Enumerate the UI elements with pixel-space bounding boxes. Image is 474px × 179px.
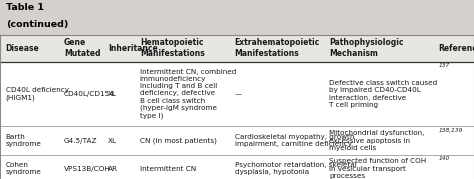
Text: Table 1: Table 1 [6,3,44,12]
Text: Inheritance: Inheritance [108,44,158,53]
Text: Cardioskeletal myopathy, growth
impairment, carnitine deficiency: Cardioskeletal myopathy, growth impairme… [235,134,354,147]
Text: Mitochondrial dysfunction,
excessive apoptosis in
myeloid cells: Mitochondrial dysfunction, excessive apo… [329,130,425,151]
Text: Gene
Mutated: Gene Mutated [64,38,100,58]
Text: CD40L/CD154: CD40L/CD154 [64,91,115,97]
Text: Intermittent CN: Intermittent CN [140,166,196,172]
Text: Pathophysiologic
Mechanism: Pathophysiologic Mechanism [329,38,404,58]
Text: Cohen
syndrome: Cohen syndrome [6,162,42,175]
Bar [0,0,474,35]
Text: References: References [438,44,474,53]
Text: Hematopoietic
Manifestations: Hematopoietic Manifestations [140,38,205,58]
Text: CN (in most patients): CN (in most patients) [140,137,217,144]
Text: XL: XL [108,91,117,97]
Text: 140: 140 [438,156,450,161]
Text: CD40L deficiency
(HIGM1): CD40L deficiency (HIGM1) [6,87,69,101]
Text: G4.5/TAZ: G4.5/TAZ [64,137,98,144]
Text: Intermittent CN, combined
immunodeficiency
including T and B cell
deficiency, de: Intermittent CN, combined immunodeficien… [140,69,236,119]
Text: Disease: Disease [6,44,39,53]
Text: Defective class switch caused
by impaired CD40-CD40L
interaction, defective
T ce: Defective class switch caused by impaire… [329,80,438,108]
Text: 138,139: 138,139 [438,128,463,133]
Text: Extrahematopoietic
Manifestations: Extrahematopoietic Manifestations [235,38,320,58]
Text: VPS13B/COH: VPS13B/COH [64,166,111,172]
Text: XL: XL [108,137,117,144]
Bar [0,35,474,62]
Text: 137: 137 [438,63,450,68]
Text: (continued): (continued) [6,20,68,29]
Text: Suspected function of COH
in vesicular transport
processes: Suspected function of COH in vesicular t… [329,158,427,179]
Text: —: — [235,91,242,97]
Text: AR: AR [108,166,118,172]
Text: Barth
syndrome: Barth syndrome [6,134,42,147]
Text: Psychomotor retardation, skeletal
dysplasia, hypotonia: Psychomotor retardation, skeletal dyspla… [235,162,356,175]
